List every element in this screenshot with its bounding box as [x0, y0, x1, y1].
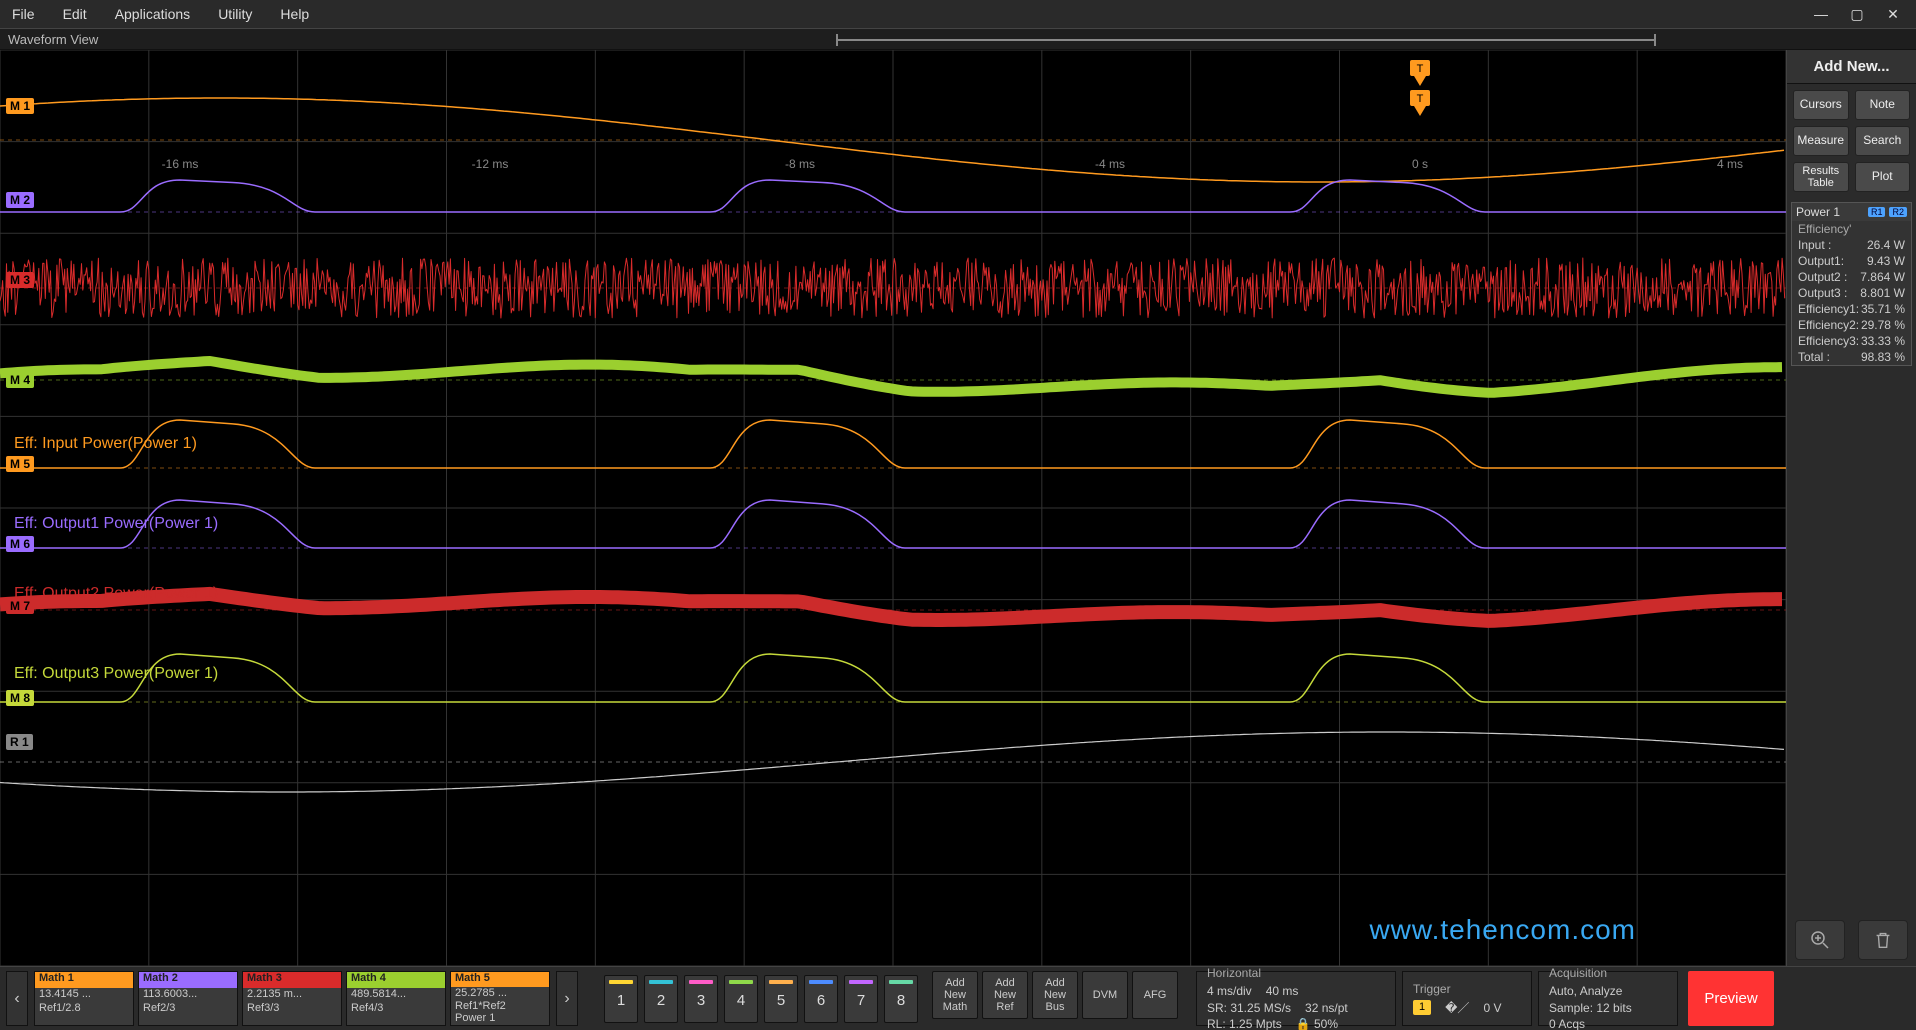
measure-subtitle: Efficiency'	[1792, 221, 1911, 237]
channel-button-8[interactable]: 8	[884, 975, 918, 1023]
channel-button-5[interactable]: 5	[764, 975, 798, 1023]
acq-count: 0 Acqs	[1549, 1016, 1667, 1030]
channel-button-6[interactable]: 6	[804, 975, 838, 1023]
math-scroll-left[interactable]: ‹	[6, 971, 28, 1026]
waveform-header: Waveform View	[0, 28, 1916, 50]
trigger-title: Trigger	[1413, 981, 1521, 997]
add-box-dvm[interactable]: DVM	[1082, 971, 1128, 1019]
channel-button-1[interactable]: 1	[604, 975, 638, 1023]
plot-button[interactable]: Plot	[1855, 162, 1911, 192]
trigger-info[interactable]: Trigger 1 �／ 0 V	[1402, 971, 1532, 1026]
measure-panel[interactable]: Power 1 R1 R2 Efficiency' Input :26.4 WO…	[1791, 202, 1912, 366]
math-scroll-right[interactable]: ›	[556, 971, 578, 1026]
channel-badge-r1[interactable]: R 1	[6, 734, 33, 750]
right-sidebar: Add New... Cursors Note Measure Search R…	[1786, 50, 1916, 966]
trash-icon[interactable]	[1858, 920, 1908, 960]
menu-applications[interactable]: Applications	[115, 6, 191, 22]
cursors-button[interactable]: Cursors	[1793, 90, 1849, 120]
sidebar-header: Add New...	[1787, 50, 1916, 84]
menu-edit[interactable]: Edit	[63, 6, 87, 22]
horiz-nspt: 32 ns/pt	[1305, 1000, 1348, 1016]
channel-button-2[interactable]: 2	[644, 975, 678, 1023]
measure-row-1: Output1:9.43 W	[1792, 253, 1911, 269]
channel-button-7[interactable]: 7	[844, 975, 878, 1023]
preview-button[interactable]: Preview	[1688, 971, 1774, 1026]
svg-text:-16 ms: -16 ms	[162, 157, 199, 171]
horiz-span: 40 ms	[1266, 983, 1299, 999]
window-close-icon[interactable]: ✕	[1876, 3, 1910, 25]
channel-button-4[interactable]: 4	[724, 975, 758, 1023]
timeline-overview[interactable]	[836, 35, 1656, 47]
ref2-pill: R2	[1889, 207, 1907, 217]
trigger-source-pill: 1	[1413, 1000, 1431, 1015]
svg-text:4 ms: 4 ms	[1717, 157, 1743, 171]
svg-text:Eff: Input Power(Power 1): Eff: Input Power(Power 1)	[14, 435, 197, 452]
add-box-afg[interactable]: AFG	[1132, 971, 1178, 1019]
channel-badge-m2[interactable]: M 2	[6, 192, 34, 208]
add-box-add-new-bus[interactable]: AddNewBus	[1032, 971, 1078, 1019]
channel-badge-m1[interactable]: M 1	[6, 98, 34, 114]
menu-bar: File Edit Applications Utility Help — ▢ …	[0, 0, 1916, 28]
add-box-add-new-ref[interactable]: AddNewRef	[982, 971, 1028, 1019]
note-button[interactable]: Note	[1855, 90, 1911, 120]
math-box-3[interactable]: Math 32.2135 m...Ref3/3	[242, 971, 342, 1026]
channel-button-3[interactable]: 3	[684, 975, 718, 1023]
math-box-2[interactable]: Math 2113.6003...Ref2/3	[138, 971, 238, 1026]
acquisition-info[interactable]: Acquisition Auto, Analyze Sample: 12 bit…	[1538, 971, 1678, 1026]
math-box-4[interactable]: Math 4489.5814...Ref4/3	[346, 971, 446, 1026]
measure-row-5: Efficiency2:29.78 %	[1792, 317, 1911, 333]
measure-row-2: Output2 :7.864 W	[1792, 269, 1911, 285]
channel-badge-m3[interactable]: M 3	[6, 272, 34, 288]
measure-row-0: Input :26.4 W	[1792, 237, 1911, 253]
horiz-rl: RL: 1.25 Mpts	[1207, 1016, 1282, 1030]
measure-button[interactable]: Measure	[1793, 126, 1849, 156]
menu-help[interactable]: Help	[280, 6, 309, 22]
svg-text:T: T	[1417, 93, 1424, 105]
results-table-button[interactable]: Results Table	[1793, 162, 1849, 192]
svg-text:-4 ms: -4 ms	[1095, 157, 1125, 171]
horizontal-info[interactable]: Horizontal 4 ms/div40 ms SR: 31.25 MS/s3…	[1196, 971, 1396, 1026]
waveform-title: Waveform View	[8, 32, 98, 47]
math-box-1[interactable]: Math 113.4145 ...Ref1/2.8	[34, 971, 134, 1026]
acq-title: Acquisition	[1549, 965, 1667, 981]
window-minimize-icon[interactable]: —	[1804, 3, 1838, 25]
svg-text:T: T	[1417, 63, 1424, 75]
measure-row-6: Efficiency3:33.33 %	[1792, 333, 1911, 349]
horiz-scale: 4 ms/div	[1207, 983, 1252, 999]
add-box-add-new-math[interactable]: AddNewMath	[932, 971, 978, 1019]
svg-text:-8 ms: -8 ms	[785, 157, 815, 171]
search-button[interactable]: Search	[1855, 126, 1911, 156]
menu-utility[interactable]: Utility	[218, 6, 252, 22]
waveform-plot[interactable]: -16 ms -12 ms -8 ms -4 ms 0 s 4 ms T T Eff: Inpu…	[0, 50, 1786, 966]
trigger-edge-icon: �／	[1445, 1000, 1469, 1016]
measure-row-3: Output3 :8.801 W	[1792, 285, 1911, 301]
svg-text:-12 ms: -12 ms	[472, 157, 509, 171]
menu-file[interactable]: File	[12, 6, 35, 22]
channel-badge-m7[interactable]: M 7	[6, 598, 34, 614]
svg-text:0 s: 0 s	[1412, 157, 1428, 171]
measure-row-7: Total :98.83 %	[1792, 349, 1911, 365]
channel-badge-m5[interactable]: M 5	[6, 456, 34, 472]
trigger-level: 0 V	[1483, 1000, 1501, 1016]
acq-mode: Auto, Analyze	[1549, 983, 1667, 999]
watermark: www.tehencom.com	[1369, 914, 1636, 946]
math-box-5[interactable]: Math 525.2785 ...Ref1*Ref2Power 1	[450, 971, 550, 1026]
channel-badge-m8[interactable]: M 8	[6, 690, 34, 706]
svg-text:Eff: Output1 Power(Power 1): Eff: Output1 Power(Power 1)	[14, 515, 218, 532]
measure-row-4: Efficiency1:35.71 %	[1792, 301, 1911, 317]
ref1-pill: R1	[1868, 207, 1886, 217]
horiz-sr: SR: 31.25 MS/s	[1207, 1000, 1291, 1016]
channel-badge-m4[interactable]: M 4	[6, 372, 34, 388]
channel-badge-m6[interactable]: M 6	[6, 536, 34, 552]
plot-svg: -16 ms -12 ms -8 ms -4 ms 0 s 4 ms T T Eff: Inpu…	[0, 50, 1786, 966]
horiz-pct: 🔒 50%	[1296, 1016, 1338, 1030]
zoom-icon[interactable]	[1795, 920, 1845, 960]
svg-text:Eff: Output2 Power(Power 1): Eff: Output2 Power(Power 1)	[14, 585, 218, 602]
measure-title: Power 1	[1796, 205, 1840, 219]
bottom-bar: ‹ Math 113.4145 ...Ref1/2.8Math 2113.600…	[0, 966, 1916, 1030]
svg-text:Eff: Output3 Power(Power 1): Eff: Output3 Power(Power 1)	[14, 665, 218, 682]
window-maximize-icon[interactable]: ▢	[1840, 3, 1874, 25]
horizontal-title: Horizontal	[1207, 965, 1385, 981]
acq-sample: Sample: 12 bits	[1549, 1000, 1667, 1016]
